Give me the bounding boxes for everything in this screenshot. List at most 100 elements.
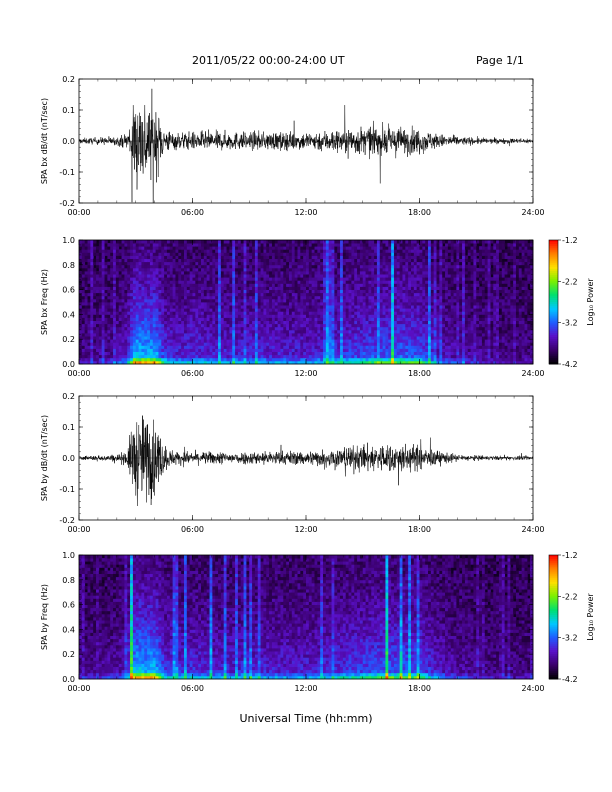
spectrogram-cell (79, 255, 83, 259)
spectrogram-cell (104, 360, 108, 365)
spectrogram-cell (286, 274, 290, 278)
spectrogram-cell (410, 329, 415, 334)
spectrogram-cell (166, 317, 171, 321)
spectrogram-cell (376, 333, 381, 337)
spectrogram-cell (354, 354, 358, 359)
spectrogram-cell (237, 342, 242, 346)
spectrogram-cell (419, 255, 423, 259)
spectrogram-cell (317, 289, 321, 294)
spectrogram-cell (359, 351, 364, 356)
spectrogram-cell (243, 360, 247, 365)
spectrogram-cell (130, 351, 134, 356)
spectrogram-cell (110, 305, 114, 309)
spectrogram-cell (87, 264, 91, 269)
spectrogram-cell (115, 246, 120, 250)
spectrogram-cell (263, 280, 267, 284)
spectrogram-cell (359, 264, 364, 269)
spectrogram-cell (331, 323, 335, 328)
spectrogram-cell (385, 298, 389, 303)
spectrogram-cell (181, 280, 185, 284)
spectrogram-cell (98, 317, 103, 321)
spectrogram-cell (365, 357, 369, 362)
spectrogram-cell (371, 360, 375, 365)
spectrogram-cell (232, 314, 236, 318)
spectrogram-cell (379, 323, 384, 328)
spectrogram-cell (288, 295, 293, 300)
spectrogram-cell (101, 342, 105, 346)
spectrogram-cell (198, 246, 202, 250)
spectrogram-cell (84, 351, 88, 356)
spectrogram-cell (252, 264, 256, 269)
spectrogram-cell (113, 354, 117, 359)
spectrogram-cell (382, 261, 386, 266)
spectrogram-cell (215, 252, 219, 256)
spectrogram-cell (212, 348, 216, 352)
spectrogram-cell (396, 320, 401, 325)
spectrogram-cell (410, 252, 415, 256)
spectrogram-cell (393, 298, 398, 303)
spectrogram-cell (303, 320, 307, 325)
spectrogram-cell (271, 311, 276, 315)
spectrogram-cell (419, 339, 423, 343)
spectrogram-cell (391, 336, 395, 340)
spectrogram-cell (263, 339, 267, 343)
spectrogram-cell (90, 345, 94, 349)
spectrogram-cell (243, 298, 247, 303)
spectrogram-cell (254, 323, 259, 328)
spectrogram-cell (235, 289, 239, 294)
spectrogram-cell (149, 295, 154, 300)
spectrogram-cell (345, 280, 349, 284)
spectrogram-cell (396, 249, 401, 253)
spectrogram-cell (311, 348, 315, 352)
spectrogram-cell (274, 342, 279, 346)
spectrogram-cell (118, 283, 122, 287)
spectrogram-cell (158, 317, 162, 321)
spectrogram-cell (374, 333, 378, 337)
spectrogram-cell (115, 255, 120, 259)
spectrogram-cell (152, 305, 157, 309)
spectrogram-cell (104, 274, 108, 278)
spectrogram-cell (274, 320, 279, 325)
spectrogram-cell (280, 348, 284, 352)
spectrogram-cell (300, 271, 304, 275)
spectrogram-cell (135, 323, 139, 328)
spectrogram-cell (308, 351, 313, 356)
spectrogram-cell (209, 320, 213, 325)
spectrogram-cell (368, 286, 372, 290)
spectrogram-cell (362, 342, 366, 346)
spectrogram-cell (115, 326, 120, 331)
spectrogram-cell (405, 326, 409, 331)
spectrogram-cell (408, 317, 412, 321)
spectrogram-cell (297, 283, 301, 287)
spectrogram-cell (323, 336, 327, 340)
spectrogram-cell (243, 258, 247, 263)
spectrogram-cell (178, 252, 182, 256)
spectrogram-cell (283, 317, 287, 321)
spectrogram-cell (323, 286, 327, 290)
spectrogram-cell (271, 292, 276, 297)
spectrogram-cell (144, 323, 148, 328)
spectrogram-cell (314, 283, 318, 287)
spectrogram-cell (201, 320, 205, 325)
spectrogram-cell (130, 305, 134, 309)
spectrogram-cell (271, 336, 276, 340)
spectrogram-cell (334, 342, 338, 346)
spectrogram-cell (283, 261, 287, 266)
spectrogram-cell (223, 252, 227, 256)
spectrogram-cell (419, 261, 423, 266)
spectrogram-cell (138, 286, 142, 290)
spectrogram-cell (422, 333, 426, 337)
spectrogram-cell (337, 289, 341, 294)
spectrogram-cell (419, 342, 423, 346)
spectrogram-cell (246, 357, 250, 362)
spectrogram-cell (246, 336, 250, 340)
spectrogram-cell (342, 314, 347, 318)
spectrogram-cell (101, 314, 105, 318)
spectrogram-cell (379, 280, 384, 284)
spectrogram-cell (257, 243, 261, 247)
spectrogram-cell (237, 267, 242, 272)
spectrogram-cell (149, 243, 154, 247)
spectrogram-cell (155, 320, 159, 325)
spectrogram-cell (93, 271, 97, 275)
spectrogram-cell (178, 249, 182, 253)
